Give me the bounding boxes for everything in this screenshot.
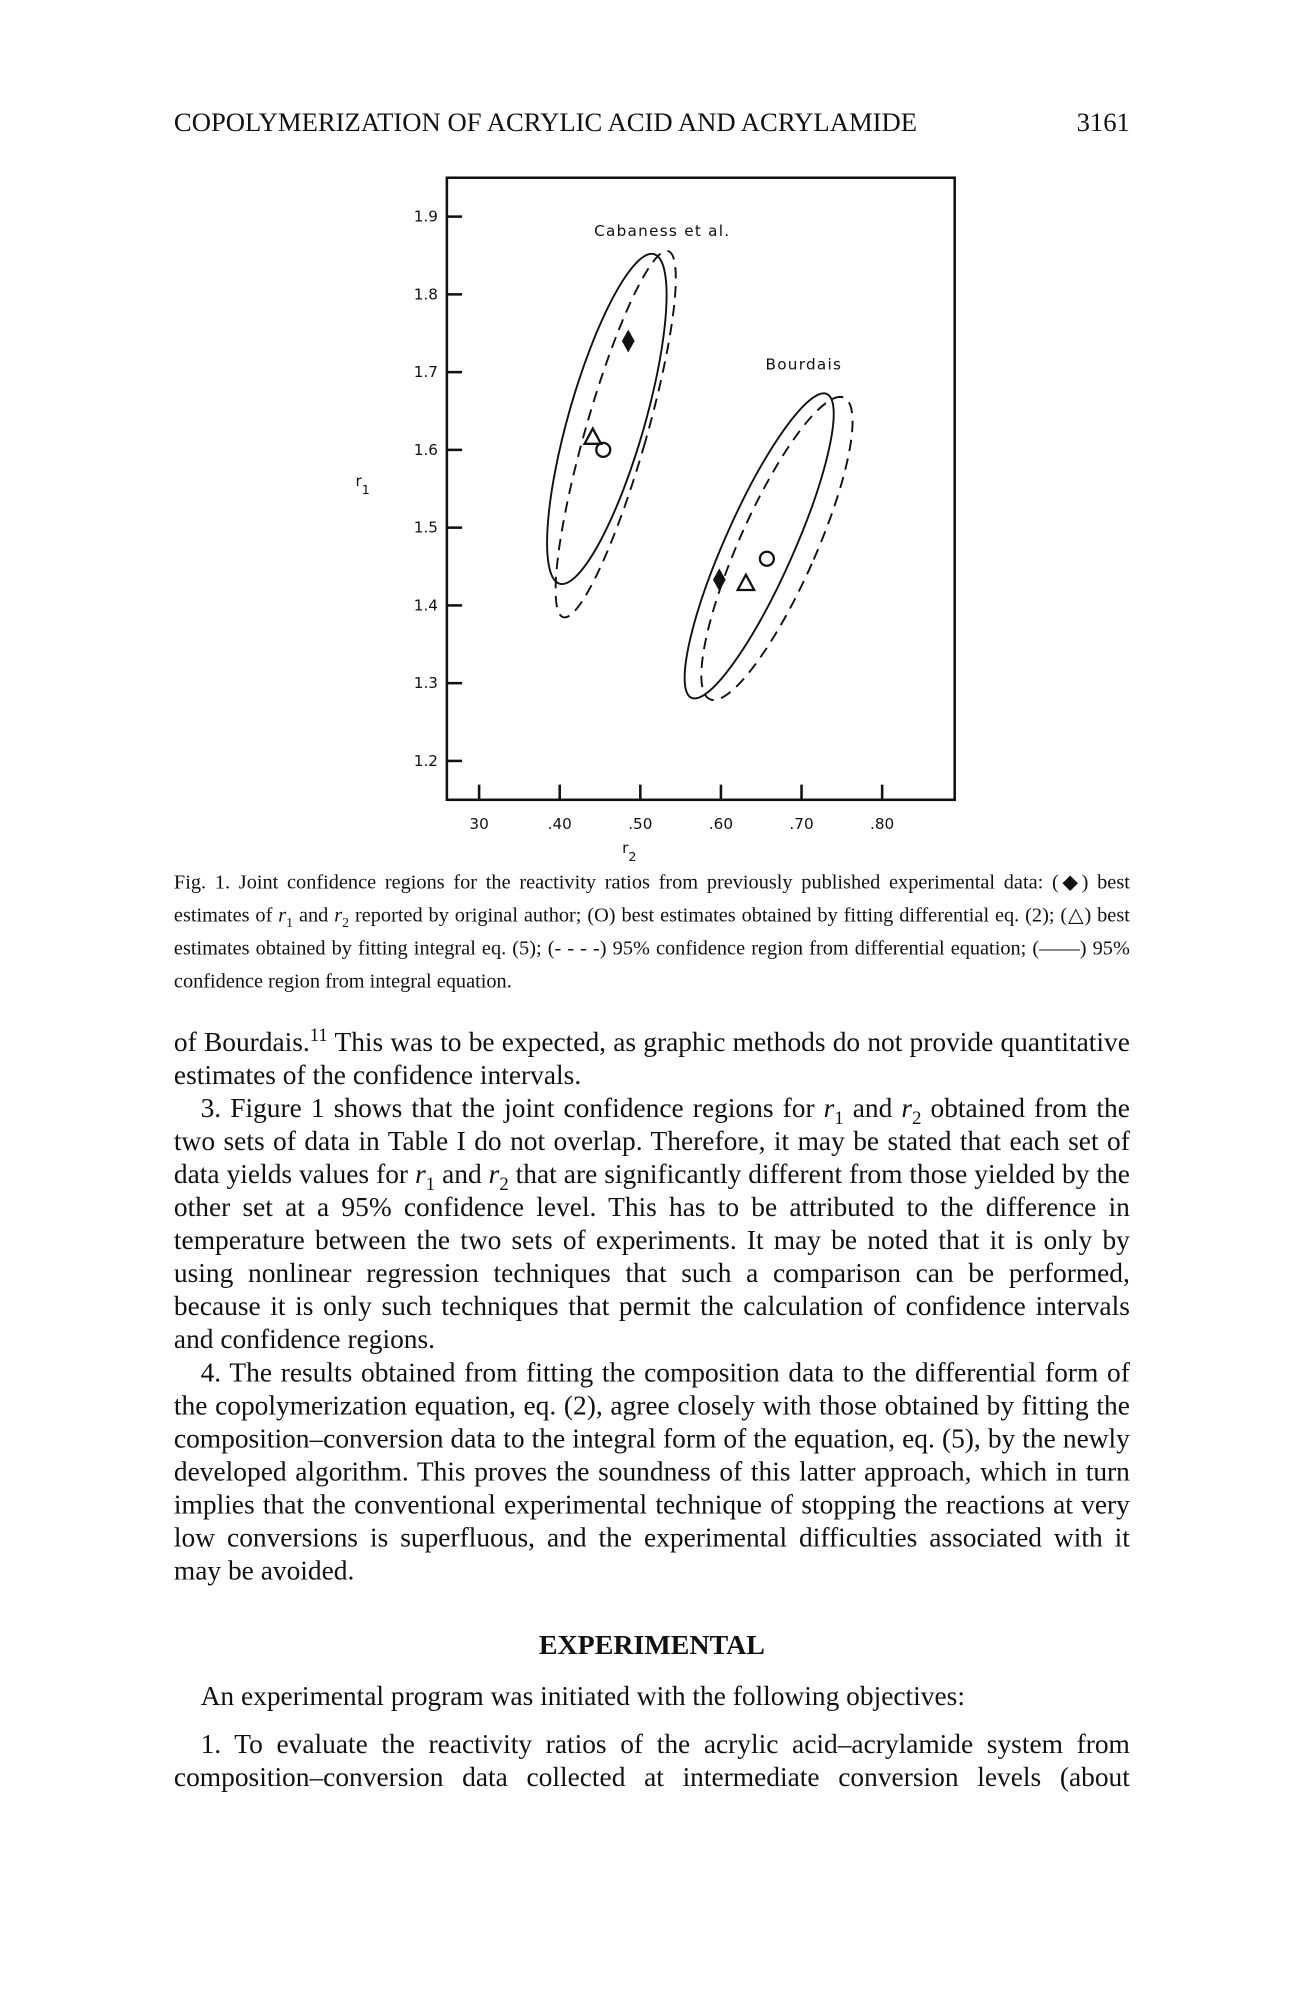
differential-region [700,395,854,701]
paragraph: of Bourdais.11 This was to be expected, … [174,1026,1130,1092]
y-tick-label: 1.8 [414,285,438,303]
body-text: of Bourdais.11 This was to be expected, … [174,1026,1130,1587]
annotation: Bourdais [766,355,843,373]
y-tick-label: 1.9 [414,208,438,226]
text-run: 1 [834,1108,844,1130]
text-run: 2 [342,915,350,931]
y-tick-label: 1.2 [414,752,438,770]
y-axis-label: r1 [355,472,369,497]
text-run: r [415,1159,426,1190]
text-run: r [901,1093,913,1124]
paragraph: 4. The results obtained from fitting the… [174,1356,1130,1587]
text-run: 1. To evaluate the reactivity ratios of … [173,1729,1130,1793]
text-run: This was to be expected, as graphic meth… [173,1027,1130,1091]
text-run: 1 [286,915,294,931]
x-tick-label: .50 [628,815,652,833]
label-run: r [622,839,629,857]
figure-chart: Cabaness et al. Bourdais r1 r2 1.21.31.4… [355,176,956,863]
section-text: An experimental program was initiated wi… [174,1680,1130,1794]
data-point [621,329,635,353]
text-run: r [823,1093,835,1124]
data-point [582,426,603,445]
y-tick-label: 1.3 [414,674,438,692]
integral-region [546,252,668,585]
figure-caption: Fig. 1. Joint confidence regions for the… [174,867,1130,999]
text-run: 3. Figure 1 shows that the joint confide… [200,1093,824,1124]
data-point [758,550,776,567]
page-number: 3161 [1076,106,1130,138]
text-run: 2 [912,1108,922,1130]
y-tick-label: 1.7 [414,363,438,381]
x-tick-label: .80 [870,815,894,833]
label-run: 1 [362,482,370,497]
data-point [735,572,757,592]
integral-region [683,392,835,700]
y-tick-label: 1.6 [414,441,438,459]
text-run: that are significantly different from th… [173,1159,1130,1355]
x-tick-label: .60 [709,815,733,833]
text-run: 11 [309,1025,328,1046]
text-run: reported by original author; (O) best es… [173,905,1130,993]
text-run: r [278,905,287,927]
text-run: An experimental program was initiated wi… [200,1680,965,1712]
text-run: r [488,1159,500,1190]
data-point [595,441,612,459]
paragraph: 1. To evaluate the reactivity ratios of … [174,1728,1130,1794]
annotation: Cabaness et al. [594,222,730,240]
confidence-regions [546,249,854,701]
paragraph: 3. Figure 1 shows that the joint confide… [174,1092,1130,1356]
text-run: obtained from the two sets of data in Ta… [173,1093,1130,1190]
x-tick-label: 30 [469,815,488,833]
text-run: 4. The results obtained from fitting the… [173,1357,1130,1586]
running-header: COPOLYMERIZATION OF ACRYLIC ACID AND ACR… [174,107,1130,139]
y-tick-label: 1.4 [414,596,438,614]
text-run: Fig. 1. Joint confidence regions for the… [173,872,1130,927]
text-run: 2 [499,1174,509,1196]
section-heading: EXPERIMENTAL [538,1628,765,1661]
text-run: and [435,1159,489,1190]
x-axis-label: r2 [622,839,636,863]
paragraph: An experimental program was initiated wi… [174,1680,1130,1713]
y-tick-label: 1.5 [414,519,438,537]
header-title: COPOLYMERIZATION OF ACRYLIC ACID AND ACR… [173,106,918,138]
text-run: and [293,905,335,927]
label-run: 2 [628,849,636,864]
differential-region [554,249,677,619]
data-point [712,568,726,592]
plot-frame [445,176,956,802]
text-run: of Bourdais. [173,1027,310,1058]
x-tick-label: .70 [789,815,813,833]
text-run: and [843,1093,902,1124]
text-run: 1 [425,1174,436,1196]
text-run: r [334,905,343,927]
label-run: r [355,472,362,490]
x-tick-label: .40 [548,815,572,833]
